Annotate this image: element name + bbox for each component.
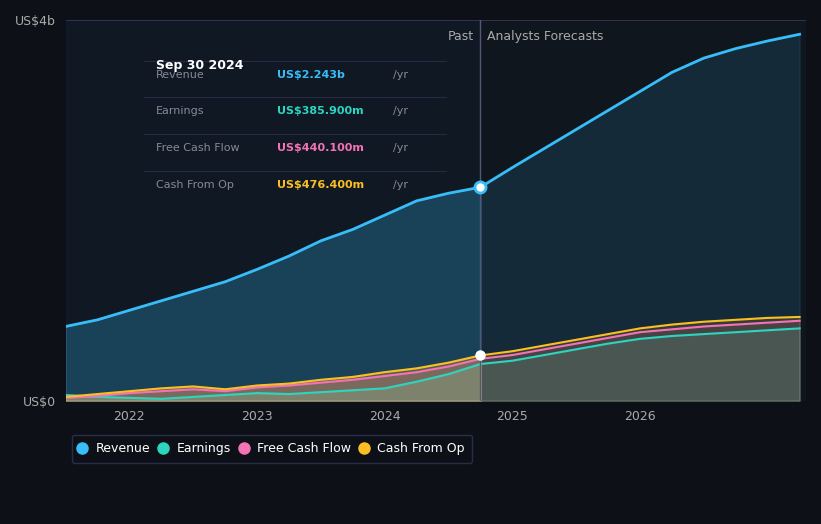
Text: /yr: /yr (392, 180, 408, 190)
Legend: Revenue, Earnings, Free Cash Flow, Cash From Op: Revenue, Earnings, Free Cash Flow, Cash … (72, 435, 472, 463)
Text: /yr: /yr (392, 70, 408, 80)
Text: /yr: /yr (392, 143, 408, 153)
Bar (480, 20, 806, 401)
Text: US$476.400m: US$476.400m (277, 180, 365, 190)
Text: Analysts Forecasts: Analysts Forecasts (487, 29, 603, 42)
Text: Free Cash Flow: Free Cash Flow (156, 143, 240, 153)
Text: Revenue: Revenue (156, 70, 204, 80)
Bar (66, 20, 480, 401)
Text: /yr: /yr (392, 106, 408, 116)
Text: US$440.100m: US$440.100m (277, 143, 365, 153)
Text: Cash From Op: Cash From Op (156, 180, 234, 190)
Text: Past: Past (448, 29, 474, 42)
Text: Earnings: Earnings (156, 106, 204, 116)
Text: US$385.900m: US$385.900m (277, 106, 364, 116)
Text: Sep 30 2024: Sep 30 2024 (156, 59, 243, 72)
Text: US$2.243b: US$2.243b (277, 70, 345, 80)
